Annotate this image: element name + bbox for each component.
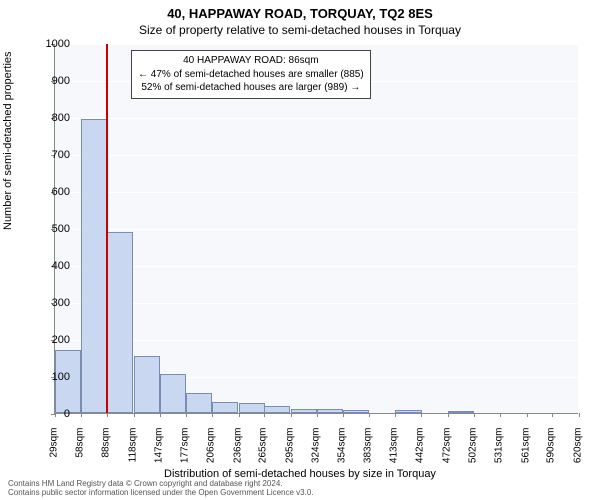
xtick-mark [81,413,82,417]
xtick-mark [186,413,187,417]
ytick-label: 100 [30,371,70,383]
histogram-bar [186,393,212,413]
ytick-label: 400 [30,260,70,272]
ytick-label: 900 [30,75,70,87]
histogram-bar [291,409,317,413]
xtick-mark [264,413,265,417]
gridline [55,229,578,230]
xtick-label: 88sqm [101,428,112,478]
title-sub: Size of property relative to semi-detach… [0,21,600,41]
xtick-mark [239,413,240,417]
histogram-bar [448,411,474,413]
xtick-label: 206sqm [205,428,216,478]
xtick-label: 147sqm [153,428,164,478]
xtick-label: 413sqm [389,428,400,478]
xtick-label: 442sqm [415,428,426,478]
xtick-mark [212,413,213,417]
xtick-label: 383sqm [362,428,373,478]
title-main: 40, HAPPAWAY ROAD, TORQUAY, TQ2 8ES [0,0,600,21]
histogram-bar [239,403,265,413]
xtick-label: 324sqm [310,428,321,478]
ytick-label: 700 [30,149,70,161]
ytick-label: 200 [30,334,70,346]
xtick-mark [107,413,108,417]
histogram-bar [160,374,186,413]
ytick-label: 800 [30,112,70,124]
histogram-bar [212,402,238,413]
xtick-mark [527,413,528,417]
xtick-label: 177sqm [180,428,191,478]
histogram-bar [81,119,107,413]
gridline [55,192,578,193]
histogram-bar [395,410,421,413]
footer-attribution: Contains HM Land Registry data © Crown c… [8,480,314,498]
xtick-mark [421,413,422,417]
xtick-label: 265sqm [258,428,269,478]
xtick-label: 236sqm [232,428,243,478]
ytick-label: 500 [30,223,70,235]
chart-area: 40 HAPPAWAY ROAD: 86sqm← 47% of semi-det… [54,44,578,414]
xtick-label: 29sqm [49,428,60,478]
plot-area: 40 HAPPAWAY ROAD: 86sqm← 47% of semi-det… [54,44,578,414]
xtick-label: 58sqm [74,428,85,478]
xtick-mark [448,413,449,417]
ytick-label: 600 [30,186,70,198]
xtick-mark [343,413,344,417]
x-axis-label: Distribution of semi-detached houses by … [0,468,600,480]
xtick-label: 118sqm [127,428,138,478]
xtick-mark [291,413,292,417]
footer-line: Contains public sector information licen… [8,489,314,498]
xtick-label: 354sqm [337,428,348,478]
xtick-mark [474,413,475,417]
callout-line: ← 47% of semi-detached houses are smalle… [138,68,364,82]
marker-line [106,44,108,413]
gridline [55,340,578,341]
xtick-mark [395,413,396,417]
ytick-label: 1000 [30,38,70,50]
histogram-bar [134,356,160,413]
histogram-bar [343,410,369,413]
gridline [55,155,578,156]
xtick-mark [500,413,501,417]
xtick-mark [579,413,580,417]
callout-line: 52% of semi-detached houses are larger (… [138,81,364,95]
xtick-label: 502sqm [468,428,479,478]
xtick-label: 472sqm [441,428,452,478]
xtick-label: 561sqm [520,428,531,478]
xtick-label: 295sqm [284,428,295,478]
histogram-bar [317,409,343,413]
histogram-bar [107,232,133,413]
xtick-mark [134,413,135,417]
ytick-label: 0 [30,408,70,420]
xtick-mark [160,413,161,417]
histogram-bar [264,406,290,413]
ytick-label: 300 [30,297,70,309]
gridline [55,303,578,304]
xtick-mark [369,413,370,417]
gridline [55,44,578,45]
xtick-mark [552,413,553,417]
y-axis-label: Number of semi-detached properties [2,51,14,230]
xtick-label: 531sqm [494,428,505,478]
gridline [55,118,578,119]
xtick-mark [317,413,318,417]
callout-line: 40 HAPPAWAY ROAD: 86sqm [138,54,364,68]
xtick-label: 620sqm [573,428,584,478]
xtick-label: 590sqm [546,428,557,478]
gridline [55,266,578,267]
callout-box: 40 HAPPAWAY ROAD: 86sqm← 47% of semi-det… [131,50,371,99]
